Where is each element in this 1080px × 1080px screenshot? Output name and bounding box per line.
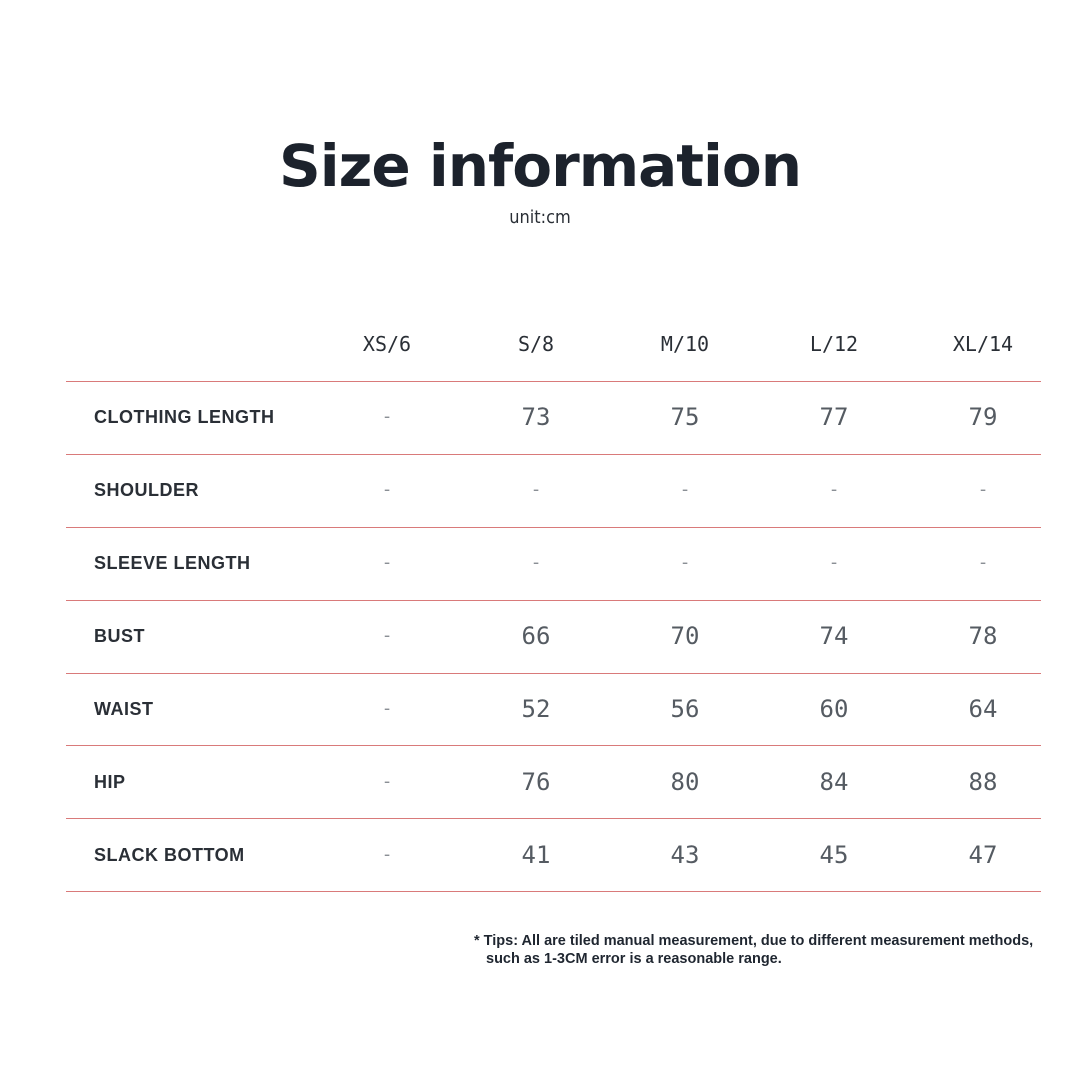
table-cell: -	[381, 844, 393, 865]
row-divider	[66, 454, 1041, 455]
row-label: SLEEVE LENGTH	[94, 553, 251, 573]
tips-line-1: * Tips: All are tiled manual measurement…	[474, 933, 1034, 949]
table-cell: 74	[819, 622, 849, 650]
table-cell: 60	[819, 695, 849, 723]
column-header: XL/14	[952, 332, 1014, 356]
table-cell: 75	[670, 403, 700, 431]
table-row: SHOULDER - - - - -	[0, 454, 1080, 527]
unit-label: unit:cm	[509, 207, 571, 228]
row-divider	[66, 673, 1041, 674]
row-divider	[66, 818, 1041, 819]
table-cell: -	[679, 552, 691, 573]
table-cell: -	[977, 479, 989, 500]
table-row: BUST - 66 70 74 78	[0, 600, 1080, 673]
table-cell: -	[381, 552, 393, 573]
table-cell: -	[679, 479, 691, 500]
table-cell: -	[381, 479, 393, 500]
column-header: L/12	[809, 332, 859, 356]
table-cell: 88	[968, 768, 998, 796]
table-cell: -	[530, 552, 542, 573]
row-divider	[66, 891, 1041, 892]
table-cell: 76	[521, 768, 551, 796]
tips-note: * Tips: All are tiled manual measurement…	[474, 932, 1033, 968]
table-cell: 52	[521, 695, 551, 723]
table-cell: 79	[968, 403, 998, 431]
tips-line-2: such as 1-3CM error is a reasonable rang…	[486, 951, 782, 967]
table-cell: 41	[521, 841, 551, 869]
row-label: SHOULDER	[94, 480, 200, 500]
row-divider	[66, 381, 1041, 382]
table-row: SLACK BOTTOM - 41 43 45 47	[0, 819, 1080, 892]
page-title: Size information	[278, 132, 802, 200]
table-row: CLOTHING LENGTH - 73 75 77 79	[0, 381, 1080, 454]
table-cell: 56	[670, 695, 700, 723]
row-divider	[66, 600, 1041, 601]
table-cell: 84	[819, 768, 849, 796]
column-header: XS/6	[362, 332, 412, 356]
table-cell: 78	[968, 622, 998, 650]
table-cell: 43	[670, 841, 700, 869]
table-cell: 66	[521, 622, 551, 650]
row-divider	[66, 527, 1041, 528]
table-cell: -	[828, 479, 840, 500]
column-header: S/8	[517, 332, 555, 356]
row-divider	[66, 745, 1041, 746]
table-cell: 47	[968, 841, 998, 869]
table-cell: -	[828, 552, 840, 573]
table-cell: 70	[670, 622, 700, 650]
table-row: WAIST - 52 56 60 64	[0, 673, 1080, 746]
table-cell: -	[381, 406, 393, 427]
table-row: SLEEVE LENGTH - - - - -	[0, 527, 1080, 600]
table-cell: -	[381, 625, 393, 646]
row-label: SLACK BOTTOM	[94, 845, 245, 865]
table-cell: -	[530, 479, 542, 500]
table-row: HIP - 76 80 84 88	[0, 746, 1080, 819]
table-cell: -	[977, 552, 989, 573]
row-label: WAIST	[94, 699, 154, 719]
table-cell: 77	[819, 403, 849, 431]
table-cell: -	[381, 698, 393, 719]
column-header: M/10	[660, 332, 710, 356]
table-cell: 64	[968, 695, 998, 723]
row-label: BUST	[94, 626, 145, 646]
row-label: HIP	[94, 772, 126, 792]
table-cell: 73	[521, 403, 551, 431]
table-cell: 45	[819, 841, 849, 869]
row-label: CLOTHING LENGTH	[94, 407, 275, 427]
table-cell: -	[381, 771, 393, 792]
table-cell: 80	[670, 768, 700, 796]
